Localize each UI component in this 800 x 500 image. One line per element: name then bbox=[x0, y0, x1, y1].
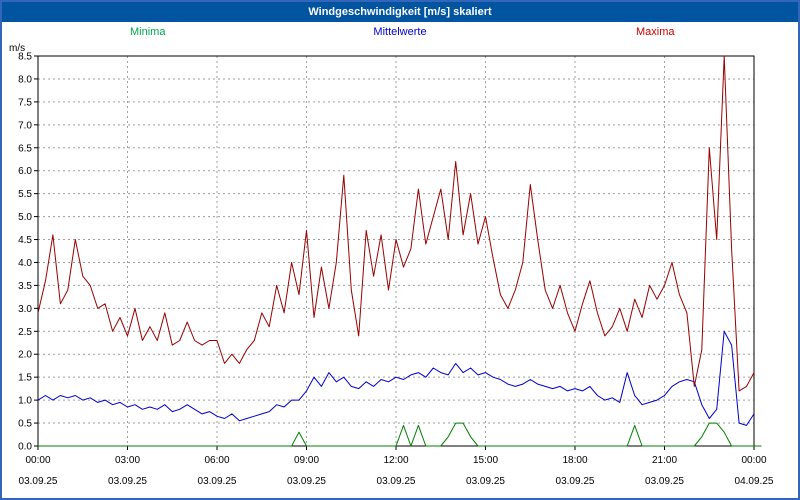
x-tick-time-label: 15:00 bbox=[473, 455, 498, 466]
window-title: Windgeschwindigkeit [m/s] skaliert bbox=[2, 2, 798, 22]
x-tick-time-label: 03:00 bbox=[115, 455, 140, 466]
y-tick-label: 4.0 bbox=[18, 258, 32, 269]
x-tick-time-label: 21:00 bbox=[652, 455, 677, 466]
x-tick-time-label: 12:00 bbox=[383, 455, 408, 466]
y-tick-label: 3.5 bbox=[18, 281, 32, 292]
x-tick-date-label: 03.09.25 bbox=[377, 476, 416, 487]
y-tick-label: 8.5 bbox=[18, 52, 32, 63]
series-minima-line bbox=[38, 422, 762, 447]
y-tick-label: 0.5 bbox=[18, 419, 32, 430]
y-tick-label: 3.0 bbox=[18, 304, 32, 315]
y-axis-unit-label: m/s bbox=[9, 43, 25, 54]
x-tick-date-label: 03.09.25 bbox=[19, 476, 58, 487]
x-tick-date-label: 03.09.25 bbox=[466, 476, 505, 487]
x-tick-date-label: 03.09.25 bbox=[198, 476, 237, 487]
y-tick-label: 1.0 bbox=[18, 396, 32, 407]
x-tick-date-label: 03.09.25 bbox=[556, 476, 595, 487]
y-tick-label: 5.5 bbox=[18, 189, 32, 200]
series-mittelwerte-line bbox=[37, 330, 755, 426]
x-tick-date-label: 03.09.25 bbox=[108, 476, 147, 487]
legend-maxima: Maxima bbox=[636, 26, 675, 38]
y-tick-label: 8.0 bbox=[18, 74, 32, 85]
y-tick-label: 0.0 bbox=[18, 442, 32, 453]
y-tick-label: 7.5 bbox=[18, 97, 32, 108]
x-tick-date-label: 03.09.25 bbox=[287, 476, 326, 487]
x-tick-time-label: 00:00 bbox=[25, 455, 50, 466]
y-tick-label: 2.5 bbox=[18, 327, 32, 338]
y-tick-label: 2.0 bbox=[18, 350, 32, 361]
x-tick-date-label: 03.09.25 bbox=[645, 476, 684, 487]
legend-minima: Minima bbox=[130, 26, 166, 38]
y-tick-label: 7.0 bbox=[18, 120, 32, 131]
legend-mittelwerte: Mittelwerte bbox=[373, 26, 427, 38]
series-maxima-line bbox=[37, 55, 755, 392]
y-tick-label: 6.0 bbox=[18, 166, 32, 177]
wind-speed-chart: 0.0 0.5 1.0 1.5 2.0 2.5 3.0 3.5 4.0 4.5 5.0 5.5 6.0 6… bbox=[9, 43, 774, 487]
y-tick-label: 4.5 bbox=[18, 235, 32, 246]
y-tick-label: 1.5 bbox=[18, 373, 32, 384]
x-tick-date-label: 04.09.25 bbox=[735, 476, 774, 487]
x-tick-time-label: 18:00 bbox=[562, 455, 587, 466]
x-tick-time-label: 09:00 bbox=[294, 455, 319, 466]
chart-legend: Minima Mittelwerte Maxima bbox=[2, 22, 798, 42]
y-tick-label: 5.0 bbox=[18, 212, 32, 223]
x-tick-time-label: 06:00 bbox=[204, 455, 229, 466]
y-tick-label: 6.5 bbox=[18, 143, 32, 154]
x-tick-time-label: 00:00 bbox=[741, 455, 766, 466]
